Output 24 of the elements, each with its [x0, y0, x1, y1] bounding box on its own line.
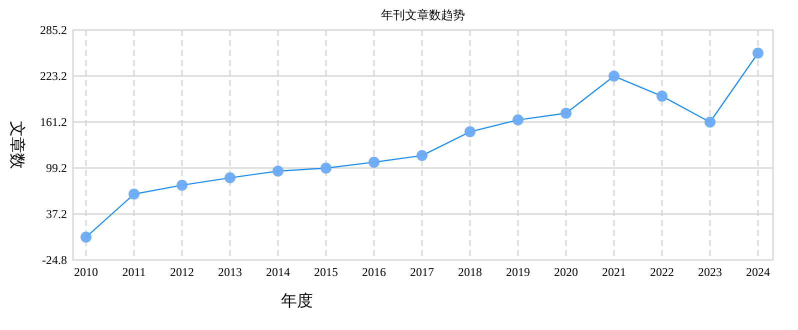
y-tick-label: 285.2: [40, 23, 67, 38]
chart-title: 年刊文章数趋势: [381, 8, 465, 22]
x-tick-label: 2012: [170, 265, 194, 279]
x-tick-label: 2018: [458, 265, 482, 279]
x-tick-label: 2017: [410, 265, 434, 279]
y-tick-label: 99.2: [46, 161, 67, 176]
x-tick-label: 2015: [314, 265, 338, 279]
x-tick-label: 2011: [122, 265, 146, 279]
x-tick-label: 2016: [362, 265, 386, 279]
y-tick-label: 37.2: [46, 207, 67, 222]
x-tick-label: 2010: [74, 265, 98, 279]
y-axis-title: 文章数: [8, 121, 26, 169]
x-tick-label: 2020: [554, 265, 578, 279]
y-tick-label: -24.8: [42, 253, 67, 268]
y-tick-label: 161.2: [40, 115, 67, 130]
x-tick-label: 2023: [698, 265, 722, 279]
x-tick-label: 2021: [602, 265, 626, 279]
x-tick-label: 2022: [650, 265, 674, 279]
x-tick-label: 2014: [266, 265, 290, 279]
x-tick-label: 2013: [218, 265, 242, 279]
x-tick-label: 2019: [506, 265, 530, 279]
x-axis-title: 年度: [281, 292, 313, 310]
x-tick-label: 2024: [746, 265, 770, 279]
y-tick-label: 223.2: [40, 69, 67, 84]
